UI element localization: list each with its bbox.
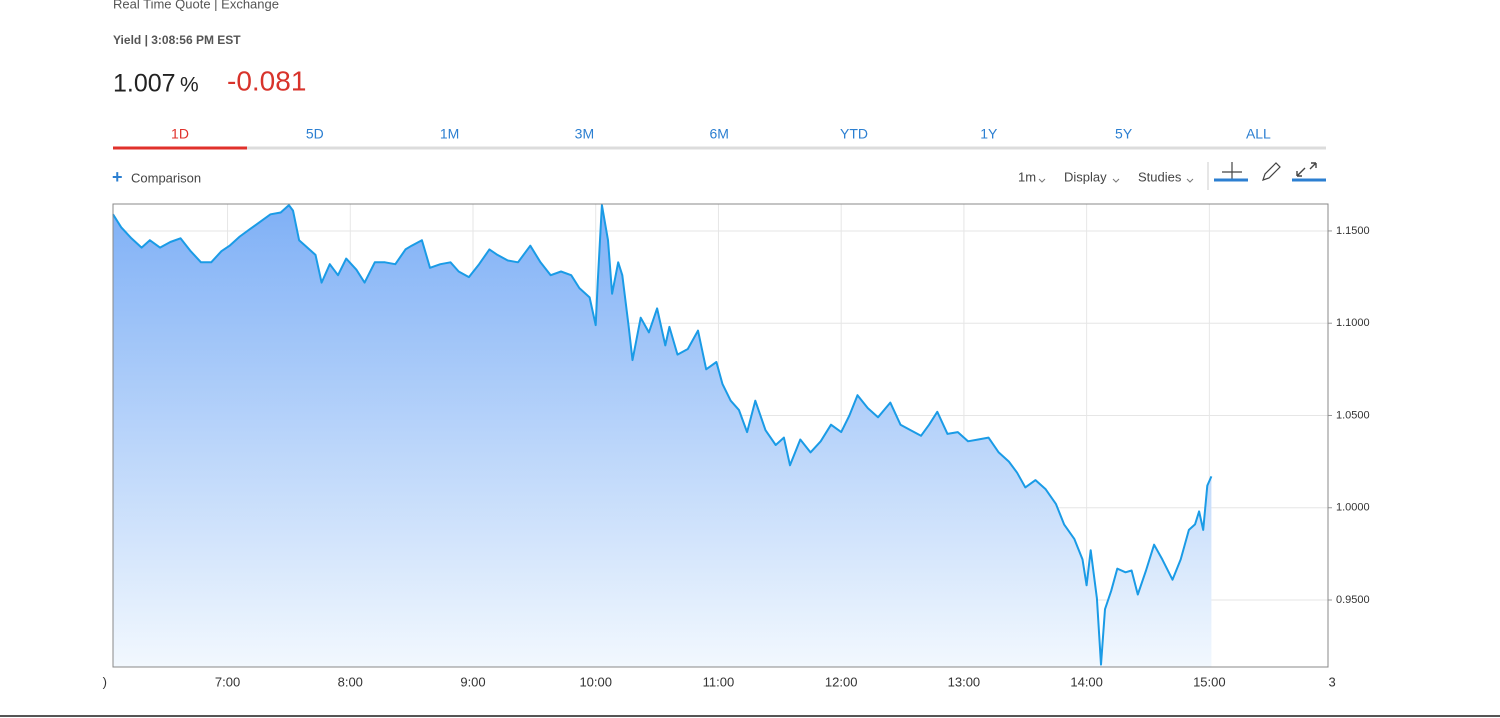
tab[interactable]: 3M (575, 126, 594, 142)
tab[interactable]: 1Y (980, 126, 998, 142)
chevron (1186, 178, 1194, 183)
x-tick-label: 14:00 (1070, 674, 1103, 689)
price: 1.007 (113, 70, 176, 98)
tab[interactable]: 1D (171, 126, 189, 142)
x-tick-label: 11:00 (703, 674, 735, 689)
tab[interactable]: 5D (306, 126, 324, 142)
x-tick-label: 10:00 (579, 674, 612, 689)
x-tick-label: 9:00 (460, 674, 485, 689)
price-unit: % (180, 74, 199, 97)
source-label: Real Time Quote | Exchange (113, 0, 279, 11)
draw-button[interactable] (1262, 162, 1281, 181)
y-tick-label: 1.1000 (1336, 317, 1370, 329)
tab[interactable]: 6M (709, 126, 728, 142)
chevron (1112, 178, 1120, 183)
chevron (1038, 178, 1046, 183)
studies-menu[interactable]: Studies (1138, 169, 1182, 184)
tab[interactable]: YTD (840, 126, 868, 142)
x-tick-label: 8:00 (338, 674, 363, 689)
plot-border (112, 203, 1329, 668)
expand-button[interactable] (1292, 162, 1326, 182)
interval-menu[interactable]: 1m (1018, 169, 1036, 184)
x-tick-label: 7:00 (215, 674, 240, 689)
y-tick-label: 0.9500 (1336, 594, 1370, 606)
x-tick-label: 15:00 (1193, 674, 1226, 689)
change: -0.081 (227, 65, 306, 96)
area (113, 205, 1212, 667)
display-menu[interactable]: Display (1064, 169, 1107, 184)
x-tick-label: 13:00 (948, 674, 981, 689)
crosshair-button[interactable] (1214, 162, 1248, 182)
y-tick-label: 1.0000 (1336, 502, 1370, 514)
comparison-button[interactable]: Comparison (131, 170, 201, 185)
tab[interactable]: 5Y (1115, 126, 1133, 142)
y-tick-label: 1.1500 (1336, 225, 1370, 237)
x-tick-label: ) (103, 674, 107, 689)
line (112, 204, 1213, 666)
x-tick-label: 3 (1328, 674, 1335, 689)
x-tick-label: 12:00 (825, 674, 858, 689)
quote-label: Yield | 3:08:56 PM EST (113, 33, 241, 47)
plus-icon[interactable]: + (112, 167, 123, 187)
tabs: 1D 5D 1M 3M 6M YTD 1Y 5Y ALL (171, 126, 1271, 142)
tab[interactable]: ALL (1246, 126, 1271, 142)
chart: ) 7:00 8:00 9:00 10:00 11:00 12:00 13:00 14:00 15… (103, 203, 1370, 689)
y-tick-label: 1.0500 (1336, 409, 1370, 421)
tab[interactable]: 1M (440, 126, 459, 142)
